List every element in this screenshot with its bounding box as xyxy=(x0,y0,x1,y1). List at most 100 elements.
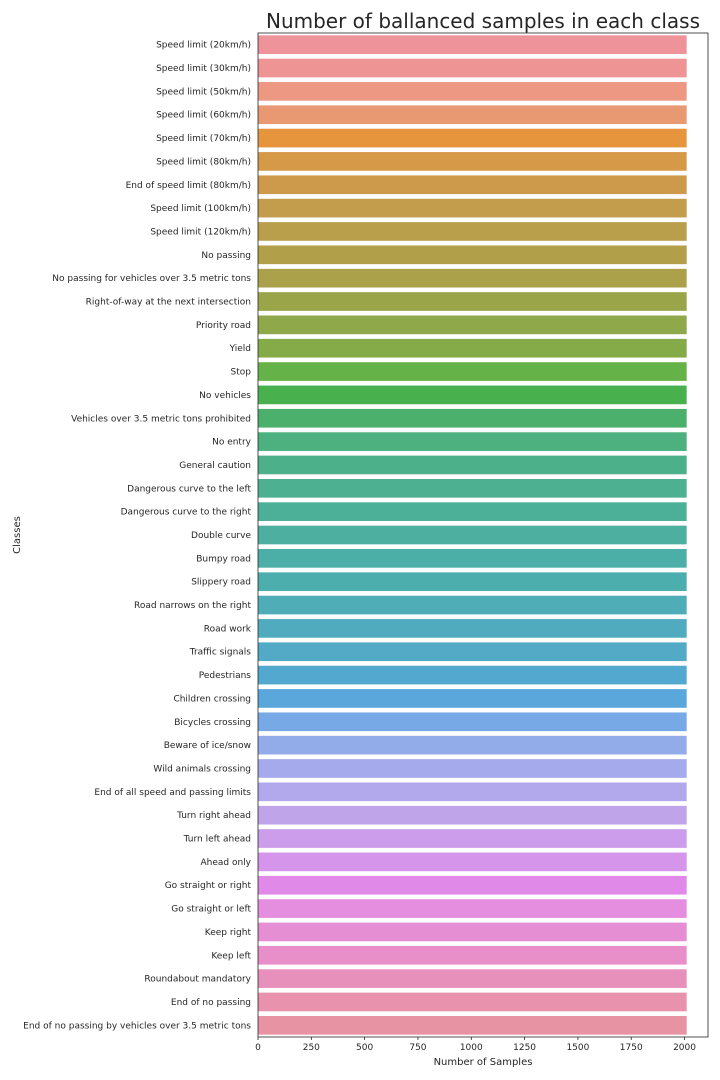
chart-title: Number of ballanced samples in each clas… xyxy=(266,9,700,33)
y-tick-label: Dangerous curve to the right xyxy=(121,508,252,518)
bar-35 xyxy=(258,852,687,872)
bar-11 xyxy=(258,292,687,311)
bar-0 xyxy=(258,35,687,55)
y-tick-label: End of all speed and passing limits xyxy=(94,788,251,798)
y-tick-label: Vehicles over 3.5 metric tons prohibited xyxy=(71,414,251,424)
y-tick-label: Slippery road xyxy=(191,578,251,588)
x-ticks: 0 250 500 750 1000 1250 1500 1750 2000 xyxy=(255,1037,696,1053)
y-tick-label: Go straight or right xyxy=(165,881,252,891)
bar-25 xyxy=(258,619,687,638)
y-tick-label: Road work xyxy=(204,624,252,634)
bars-group xyxy=(258,35,687,1035)
y-tick-label: Keep left xyxy=(211,951,251,961)
y-tick-label: Beware of ice/snow xyxy=(164,741,251,751)
bar-5 xyxy=(258,152,687,171)
y-tick-label: Speed limit (100km/h) xyxy=(150,204,251,214)
bar-32 xyxy=(258,782,687,802)
y-tick-label: End of speed limit (80km/h) xyxy=(126,181,251,191)
bar-2 xyxy=(258,82,687,101)
plot-frame xyxy=(257,32,709,1038)
y-tick-label: Wild animals crossing xyxy=(153,764,251,774)
bar-3 xyxy=(258,105,687,125)
y-tick-label: Stop xyxy=(231,368,252,378)
y-tick-label: Speed limit (60km/h) xyxy=(156,111,251,121)
x-tick-label: 1000 xyxy=(460,1043,483,1053)
bar-7 xyxy=(258,198,687,218)
y-tick-label: Yield xyxy=(229,344,251,354)
bar-16 xyxy=(258,408,687,428)
y-tick-label: Go straight or left xyxy=(171,905,251,915)
x-tick-label: 500 xyxy=(356,1043,373,1053)
bar-4 xyxy=(258,128,687,148)
bar-34 xyxy=(258,829,687,848)
y-tick-label: Speed limit (70km/h) xyxy=(156,134,251,144)
x-tick-label: 0 xyxy=(255,1043,261,1053)
bar-38 xyxy=(258,922,687,942)
y-tick-label: No passing xyxy=(201,251,251,261)
bar-28 xyxy=(258,689,687,708)
bar-22 xyxy=(258,549,687,568)
y-tick-label: Bicycles crossing xyxy=(174,718,251,728)
y-tick-label: Bumpy road xyxy=(196,554,251,564)
bar-29 xyxy=(258,712,687,732)
y-tick-label: End of no passing by vehicles over 3.5 m… xyxy=(23,1021,251,1031)
y-tick-label: Priority road xyxy=(196,321,251,331)
bar-6 xyxy=(258,175,687,195)
bar-13 xyxy=(258,338,687,358)
bar-30 xyxy=(258,735,687,755)
bar-36 xyxy=(258,875,687,895)
y-tick-label: Speed limit (50km/h) xyxy=(156,87,251,97)
y-tick-label: Speed limit (20km/h) xyxy=(156,41,251,51)
y-tick-label: Speed limit (30km/h) xyxy=(156,64,251,74)
bar-21 xyxy=(258,525,687,545)
bar-39 xyxy=(258,945,687,965)
y-tick-label: Pedestrians xyxy=(199,671,252,681)
y-axis-label: Classes xyxy=(12,516,23,554)
y-tick-label: No vehicles xyxy=(199,391,251,401)
bar-18 xyxy=(258,455,687,475)
x-tick-label: 1250 xyxy=(513,1043,536,1053)
bar-23 xyxy=(258,572,687,592)
y-tick-label: General caution xyxy=(179,461,251,471)
bar-9 xyxy=(258,245,687,265)
x-axis-label: Number of Samples xyxy=(434,1057,533,1068)
y-tick-label: Turn right ahead xyxy=(176,811,251,821)
y-tick-label: Speed limit (120km/h) xyxy=(150,227,251,237)
y-tick-label: End of no passing xyxy=(171,998,251,1008)
bar-41 xyxy=(258,992,687,1012)
bar-33 xyxy=(258,805,687,825)
y-tick-label: Double curve xyxy=(191,531,251,541)
y-tick-label: Traffic signals xyxy=(189,648,252,658)
y-tick-label: Dangerous curve to the left xyxy=(127,484,251,494)
bar-40 xyxy=(258,969,687,988)
bar-20 xyxy=(258,502,687,521)
bar-1 xyxy=(258,58,687,78)
bar-42 xyxy=(258,1015,687,1035)
bar-26 xyxy=(258,642,687,662)
bar-14 xyxy=(258,362,687,381)
bar-8 xyxy=(258,222,687,241)
bar-10 xyxy=(258,268,687,288)
y-tick-label: Ahead only xyxy=(200,858,251,868)
x-tick-label: 1750 xyxy=(620,1043,643,1053)
y-tick-label: Speed limit (80km/h) xyxy=(156,157,251,167)
y-tick-label: No passing for vehicles over 3.5 metric … xyxy=(52,274,251,284)
x-tick-label: 750 xyxy=(409,1043,426,1053)
y-tick-label: Keep right xyxy=(205,928,252,938)
y-tick-label: Right-of-way at the next intersection xyxy=(86,298,251,308)
bar-27 xyxy=(258,665,687,685)
bar-19 xyxy=(258,478,687,498)
x-tick-label: 250 xyxy=(303,1043,320,1053)
x-tick-label: 2000 xyxy=(673,1043,696,1053)
bar-17 xyxy=(258,432,687,451)
y-tick-labels: Speed limit (20km/h) Speed limit (30km/h)… xyxy=(23,41,252,1032)
bar-24 xyxy=(258,595,687,615)
bar-12 xyxy=(258,315,687,335)
y-tick-label: Road narrows on the right xyxy=(134,601,251,611)
bar-15 xyxy=(258,385,687,405)
y-tick-label: Roundabout mandatory xyxy=(144,975,251,985)
bar-37 xyxy=(258,899,687,918)
y-tick-label: Children crossing xyxy=(173,694,251,704)
y-tick-label: Turn left ahead xyxy=(183,835,251,845)
